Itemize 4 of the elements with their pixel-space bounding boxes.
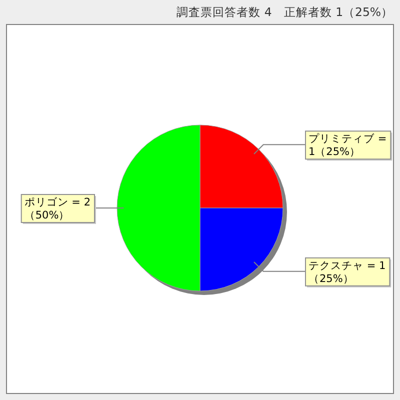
slice-label: テクスチャ = 1（25%） [308, 260, 386, 285]
slice-label: プリミティブ = 1（25%） [308, 132, 387, 158]
title: 調査票回答者数 4 正解者数 1（25%） [176, 5, 393, 19]
slice-label: ポリゴン = 2（50%） [24, 196, 90, 222]
